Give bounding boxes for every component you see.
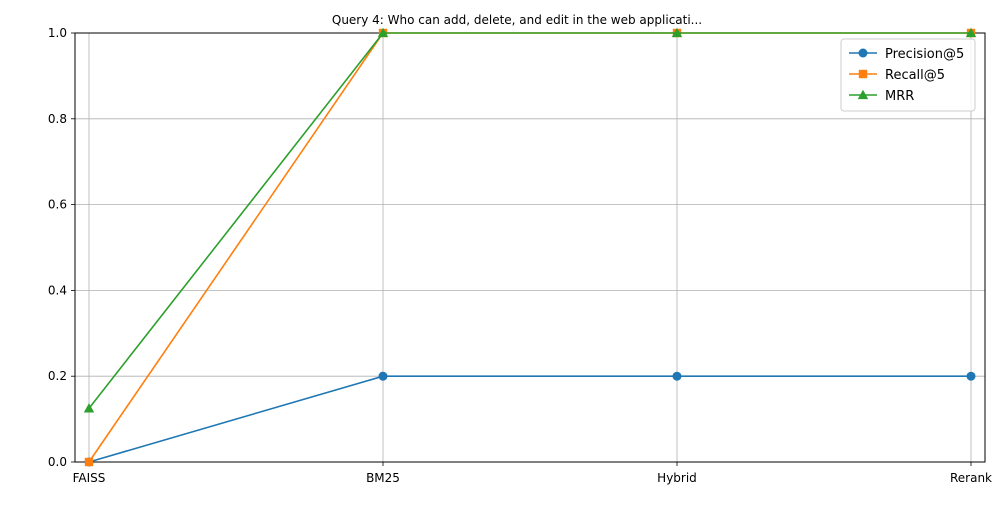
y-tick-label: 0.6	[48, 198, 67, 212]
x-tick-label: Rerank	[950, 471, 992, 485]
series-precision-5	[84, 371, 976, 467]
legend-box	[840, 38, 976, 112]
data-point	[965, 27, 977, 38]
x-tick-label: BM25	[366, 471, 400, 485]
legend-item: Recall@5	[849, 68, 945, 83]
data-point	[84, 457, 94, 467]
data-point	[378, 371, 388, 381]
legend-label: MRR	[885, 89, 914, 104]
y-tick-label: 0.4	[48, 283, 67, 297]
series-layer	[83, 27, 977, 467]
legend: Precision@5 Recall@5 MRR	[840, 38, 976, 112]
data-point	[857, 89, 869, 100]
y-tick-label: 1.0	[48, 26, 67, 40]
legend-label: Precision@5	[885, 47, 964, 62]
y-tick-label: 0.8	[48, 112, 67, 126]
y-tick-label: 0.0	[48, 455, 67, 469]
data-point	[671, 27, 683, 38]
legend-item: MRR	[849, 89, 914, 104]
series-mrr	[83, 27, 977, 413]
series-line	[88, 375, 971, 463]
y-tick-label: 0.2	[48, 369, 67, 383]
legend-label: Recall@5	[885, 68, 945, 83]
series-line	[88, 32, 971, 463]
x-tick-label: FAISS	[73, 471, 106, 485]
legend-item: Precision@5	[849, 47, 964, 62]
data-point	[858, 69, 868, 79]
axes: FAISS BM25 Hybrid Rerank 0.0 0.2 0.4 0.6 0.8 1.0	[48, 26, 992, 485]
data-point	[377, 27, 389, 38]
x-tick-label: Hybrid	[657, 471, 697, 485]
series-line	[88, 32, 971, 409]
data-point	[966, 371, 976, 381]
data-point	[672, 371, 682, 381]
chart-title: Query 4: Who can add, delete, and edit i…	[332, 13, 702, 27]
data-point	[858, 48, 868, 58]
data-point	[83, 403, 95, 413]
